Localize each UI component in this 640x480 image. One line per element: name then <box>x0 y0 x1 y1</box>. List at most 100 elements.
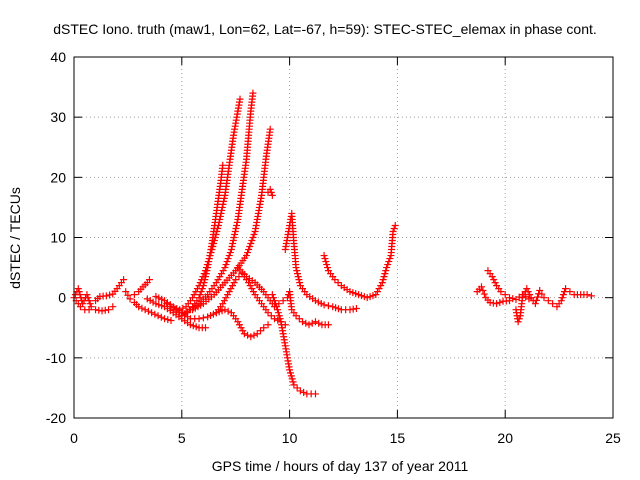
data-point <box>247 333 255 341</box>
x-tick-labels: 0 5 10 15 20 25 <box>70 430 621 446</box>
data-point <box>381 270 389 278</box>
data-point <box>249 234 257 241</box>
data-point <box>85 297 93 305</box>
data-point <box>98 307 106 315</box>
data-point <box>320 252 328 260</box>
data-point <box>311 318 319 326</box>
data-point <box>515 315 523 323</box>
data-point <box>266 185 274 193</box>
data-point <box>524 288 532 296</box>
data-point <box>230 279 238 287</box>
data-point <box>229 237 237 245</box>
data-point <box>583 291 591 299</box>
data-point <box>239 327 247 335</box>
data-point <box>273 303 281 311</box>
data-point <box>289 378 297 386</box>
data-point <box>267 188 275 196</box>
data-point <box>202 264 210 272</box>
data-point <box>215 218 223 226</box>
data-point <box>389 227 397 235</box>
data-point <box>216 215 224 223</box>
data-point <box>226 249 234 257</box>
data-point <box>106 291 114 299</box>
data-point <box>479 286 487 294</box>
series-5 <box>130 276 153 299</box>
data-point <box>227 285 235 293</box>
data-point <box>75 288 83 296</box>
data-point <box>210 237 218 245</box>
data-point <box>85 306 93 314</box>
data-point <box>276 315 284 323</box>
data-point <box>331 276 339 284</box>
y-tick-label: 30 <box>50 109 66 125</box>
data-point <box>346 306 354 314</box>
data-points <box>70 89 595 398</box>
data-point <box>268 291 276 299</box>
data-point <box>199 273 207 281</box>
data-point <box>526 291 534 299</box>
data-point <box>204 258 212 266</box>
data-point <box>205 255 213 263</box>
x-tick-label: 10 <box>282 430 298 446</box>
series-18 <box>473 283 514 308</box>
data-point <box>264 309 272 317</box>
data-point <box>120 276 128 284</box>
data-point <box>287 372 295 380</box>
data-point <box>195 294 203 302</box>
data-point <box>540 294 548 302</box>
data-point <box>126 295 134 303</box>
data-point <box>220 197 228 205</box>
data-point <box>250 331 258 339</box>
data-point <box>518 294 526 302</box>
series-12 <box>264 185 276 199</box>
data-point <box>293 384 301 392</box>
data-point <box>216 212 224 220</box>
y-axis-label: dSTEC / TECUs <box>7 187 23 289</box>
data-point <box>323 261 331 269</box>
data-point <box>206 252 214 260</box>
data-point <box>104 306 112 314</box>
data-point <box>76 291 84 299</box>
data-point <box>167 317 175 325</box>
data-point <box>198 276 206 284</box>
data-point <box>231 230 239 238</box>
data-point <box>248 285 256 293</box>
data-point <box>334 279 342 287</box>
data-point <box>219 300 227 308</box>
data-point <box>221 306 229 314</box>
data-point <box>247 240 255 248</box>
data-point <box>242 252 250 260</box>
data-point <box>195 282 203 290</box>
x-axis-label: GPS time / hours of day 137 of year 2011 <box>212 458 469 474</box>
data-point <box>236 95 244 103</box>
data-point <box>390 224 398 232</box>
data-point <box>256 327 264 335</box>
series-1 <box>70 285 117 315</box>
data-point <box>225 252 233 260</box>
data-point <box>288 375 296 383</box>
x-tick-label: 5 <box>178 430 186 446</box>
data-point <box>109 303 117 311</box>
data-point <box>260 324 268 332</box>
data-point <box>235 321 243 329</box>
data-point <box>293 267 301 275</box>
data-point <box>383 264 391 272</box>
data-point <box>386 255 394 263</box>
data-point <box>246 243 254 251</box>
data-point <box>211 234 219 241</box>
data-point <box>302 319 310 327</box>
data-point <box>212 279 220 287</box>
data-point <box>217 209 225 217</box>
data-point <box>220 297 228 305</box>
data-point <box>220 194 228 202</box>
data-point <box>506 294 514 302</box>
data-point <box>122 288 130 296</box>
data-point <box>233 218 241 226</box>
data-point <box>217 270 225 278</box>
data-point <box>182 309 190 317</box>
data-point <box>300 388 308 396</box>
data-point <box>523 285 531 293</box>
x-tick-label: 25 <box>605 430 621 446</box>
data-point <box>214 276 222 284</box>
y-tick-labels: -20 -10 0 10 20 30 40 <box>46 49 66 426</box>
